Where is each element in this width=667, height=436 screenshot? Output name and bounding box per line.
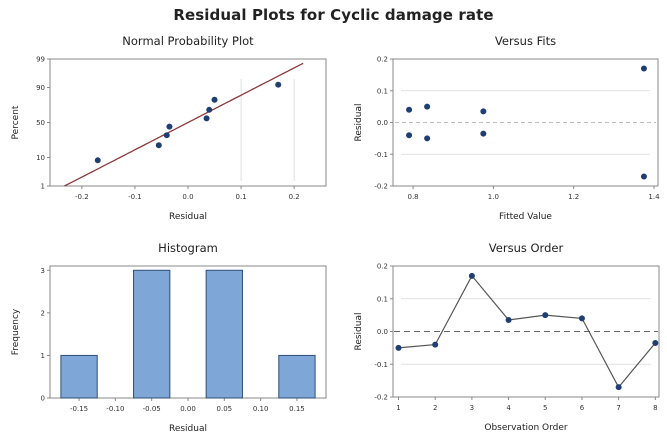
x-tick-label: 0.8 — [408, 193, 419, 201]
histogram-bar — [60, 354, 98, 399]
data-point — [275, 81, 282, 88]
x-tick-label: 0.1 — [236, 193, 247, 201]
panel-title: Histogram — [158, 241, 218, 255]
x-axis-label: Residual — [169, 424, 207, 434]
y-axis-label: Frequency — [11, 308, 21, 355]
x-tick-label: -0.2 — [75, 193, 89, 201]
data-point — [395, 344, 402, 351]
x-tick-label: 1 — [396, 404, 400, 412]
data-point — [424, 103, 431, 110]
panel-hist: Histogram Residual Frequency -0.15 -0.10 -0.0… — [11, 241, 327, 434]
data-point — [206, 106, 213, 113]
histogram-bar — [133, 269, 171, 399]
histogram-bar — [205, 269, 243, 399]
panel-title: Normal Probability Plot — [122, 34, 254, 48]
y-tick-label: -0.2 — [374, 394, 388, 402]
panel-fits: Versus Fits Fitted Value Residual 0.8 1.0 1.2… — [354, 34, 660, 222]
x-tick-label: 0.10 — [253, 405, 269, 413]
y-tick-label: 50 — [36, 119, 45, 127]
data-point — [542, 312, 549, 319]
y-tick-label: 0.1 — [377, 295, 388, 303]
main-title: Residual Plots for Cyclic damage rate — [173, 6, 494, 24]
data-point — [163, 132, 170, 139]
x-tick-label: 8 — [653, 404, 657, 412]
x-tick-label: 0.00 — [180, 405, 196, 413]
y-tick-label: 0.0 — [377, 328, 388, 336]
x-tick-label: 0.15 — [289, 405, 305, 413]
y-tick-label: 0.2 — [377, 56, 388, 64]
y-axis-label: Residual — [354, 103, 364, 141]
panel-order: Versus Order Observation Order Residual 1 2 3… — [354, 241, 660, 433]
data-point — [652, 339, 659, 346]
fit-line — [64, 62, 304, 187]
y-tick-label: 1 — [41, 352, 45, 360]
data-point — [480, 108, 487, 115]
y-axis-label: Residual — [354, 312, 364, 350]
data-point — [406, 132, 413, 139]
data-point — [424, 135, 431, 142]
data-point — [578, 315, 585, 322]
x-tick-label: 4 — [506, 404, 511, 412]
x-tick-label: 0.2 — [289, 193, 300, 201]
y-tick-label: 90 — [36, 84, 45, 92]
panel-title: Versus Order — [489, 241, 564, 255]
data-point — [203, 115, 210, 122]
x-tick-label: 7 — [616, 404, 620, 412]
x-tick-label: 3 — [470, 404, 474, 412]
y-tick-label: -0.1 — [374, 151, 388, 159]
x-axis-label: Observation Order — [484, 423, 568, 433]
y-tick-label: 0.1 — [377, 87, 388, 95]
x-axis-label: Fitted Value — [499, 212, 552, 222]
x-tick-label: 0.0 — [182, 193, 193, 201]
data-point — [166, 123, 173, 130]
data-point — [432, 341, 439, 348]
x-tick-label: -0.10 — [106, 405, 124, 413]
y-tick-label: 0.0 — [377, 119, 388, 127]
x-tick-label: -0.1 — [128, 193, 142, 201]
data-point — [211, 96, 218, 103]
series-line — [398, 274, 656, 389]
y-tick-label: 3 — [41, 267, 45, 275]
y-tick-label: 0.2 — [377, 263, 388, 271]
panel-npp: Normal Probability Plot Residual Percent -0… — [11, 34, 327, 222]
x-axis-label: Residual — [169, 212, 207, 222]
data-point — [468, 272, 475, 279]
y-tick-label: 99 — [36, 56, 45, 64]
x-tick-label: 1.0 — [488, 193, 499, 201]
y-tick-label: -0.2 — [374, 183, 388, 191]
y-tick-label: 10 — [36, 154, 45, 162]
data-point — [615, 384, 622, 391]
y-axis-label: Percent — [11, 105, 21, 139]
data-point — [480, 130, 487, 137]
x-tick-label: -0.05 — [143, 405, 161, 413]
data-point — [94, 157, 101, 164]
data-point — [155, 142, 162, 149]
x-tick-label: 1.2 — [568, 193, 579, 201]
x-tick-label: -0.15 — [70, 405, 88, 413]
data-point — [640, 65, 647, 72]
y-tick-label: 0 — [41, 395, 45, 403]
y-tick-label: -0.1 — [374, 361, 388, 369]
x-tick-label: 0.05 — [217, 405, 233, 413]
y-tick-label: 1 — [41, 183, 45, 191]
y-tick-label: 2 — [41, 309, 45, 317]
x-tick-label: 2 — [433, 404, 437, 412]
data-point — [640, 173, 647, 180]
x-tick-label: 5 — [543, 404, 547, 412]
x-tick-label: 6 — [580, 404, 585, 412]
histogram-bar — [278, 354, 316, 399]
panel-title: Versus Fits — [495, 34, 556, 48]
x-tick-label: 1.4 — [648, 193, 660, 201]
data-point — [505, 317, 512, 324]
data-point — [406, 106, 413, 113]
